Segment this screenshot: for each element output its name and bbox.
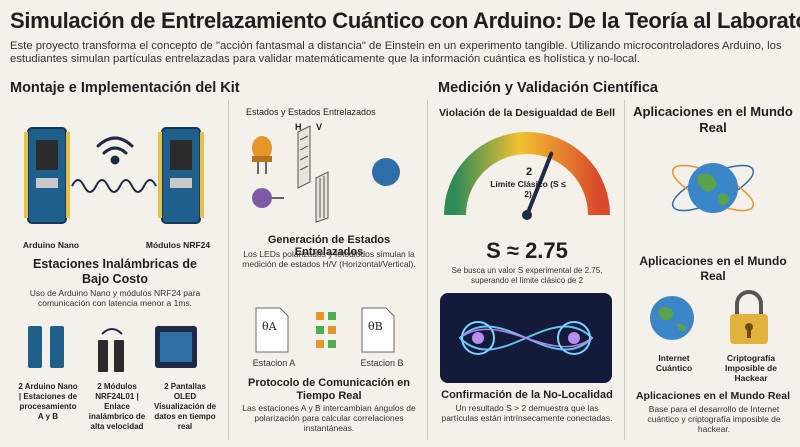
applications-icons [650,290,768,344]
gauge-hub [522,210,532,220]
gauge-label: Límite Clásico (S ≤ 2) [490,179,566,199]
s-value: S ≈ 2.75 [486,238,568,263]
gauge-arc [444,132,610,216]
particle-b-icon [557,321,591,355]
nrf24-label: Módulos NRF24 [145,240,211,250]
led-purple-icon [252,188,284,208]
filter-h-label: H [295,122,302,132]
applications-mid-heading: Aplicaciones en el Mundo Real [639,254,787,283]
station-b-document-icon [361,307,395,353]
nonlocal-description: Un resultado S > 2 demuestra que las par… [441,403,613,423]
divider-middle [427,100,428,440]
bell-title: Violación de la Desigualdad de Bell [438,107,616,119]
nonlocal-title: Confirmación de la No-Localidad [441,389,613,401]
filter-v-label: V [316,122,323,132]
station-a-document-icon [255,307,289,353]
particle-a-icon [461,321,495,355]
theta-b-symbol: θB [368,320,383,333]
s-description: Se busca un valor S experimental de 2.75… [451,266,603,285]
protocol-illustration [255,307,395,353]
section-heading-measurement: Medición y Validación Científica [438,80,658,96]
wifi-icon [96,136,134,165]
gauge-value: 2 [525,166,533,178]
applications-bottom-description: Base para el desarrollo de Internet cuán… [647,404,781,434]
generation-title: Generación de Estados Entrelazados [267,234,391,258]
polarizing-filter-v-icon [315,171,329,223]
polarization-illustration [252,125,400,223]
gauge-needle [525,151,554,217]
applications-bottom-title: Aplicaciones en el Mundo Real [635,390,791,402]
arduino-board-left [24,127,70,224]
internet-label: Internet Cuántico [655,353,693,373]
station-b-label: Estacion B [360,358,404,368]
page-subtitle: Este proyecto transforma el concepto de … [10,40,782,65]
led-orange-icon [252,136,272,174]
stations-description: Uso de Arduino Nano y módulos NRF24 para… [29,288,201,308]
arduino-nano-pair-icon [28,326,64,368]
arduino-boards-illustration [24,127,204,224]
applications-heading: Aplicaciones en el Mundo Real [633,104,793,135]
part-label-nrf24: 2 Módulos NRF24L01 | Enlace inalámbrico … [88,382,146,431]
part-label-oled: 2 Pantallas OLED Visualización de datos … [153,382,217,431]
protocol-description: Las estaciones A y B intercambian ángulo… [242,403,416,433]
page-title: Simulación de Entrelazamiento Cuántico c… [10,8,800,33]
protocol-title: Protocolo de Comunicación en Tiempo Real [248,377,410,402]
station-a-label: Estacion A [252,358,296,368]
arduino-board-right [158,127,204,224]
divider-right [624,100,625,440]
parts-illustration [28,326,197,372]
entanglement-illustration [440,293,612,383]
polarizing-filter-h-icon [297,125,311,189]
crypto-label: Criptografía Imposible de Hackear [725,353,777,383]
states-label: Estados y Estados Entrelazados [246,107,376,117]
divider-left [228,100,229,440]
stations-title: Estaciones Inalámbricas de Bajo Costo [33,257,197,286]
globe-atom-illustration [671,163,755,213]
padlock-icon [730,290,768,344]
theta-a-symbol: θA [262,320,277,333]
section-heading-kit: Montaje e Implementación del Kit [10,80,240,96]
arduino-nano-label: Arduino Nano [22,240,80,250]
nrf24-module-icon [98,328,124,372]
photon-sphere-icon [372,158,400,186]
oled-screen-icon [155,326,197,368]
part-label-nano: 2 Arduino Nano | Estaciones de procesami… [18,382,78,421]
bell-gauge [444,132,610,220]
internet-globe-icon [650,296,694,340]
data-exchange-icon [316,312,336,348]
signal-wave [71,179,157,193]
generation-description: Los LEDs polarizados y fotodiodos simula… [242,249,416,269]
